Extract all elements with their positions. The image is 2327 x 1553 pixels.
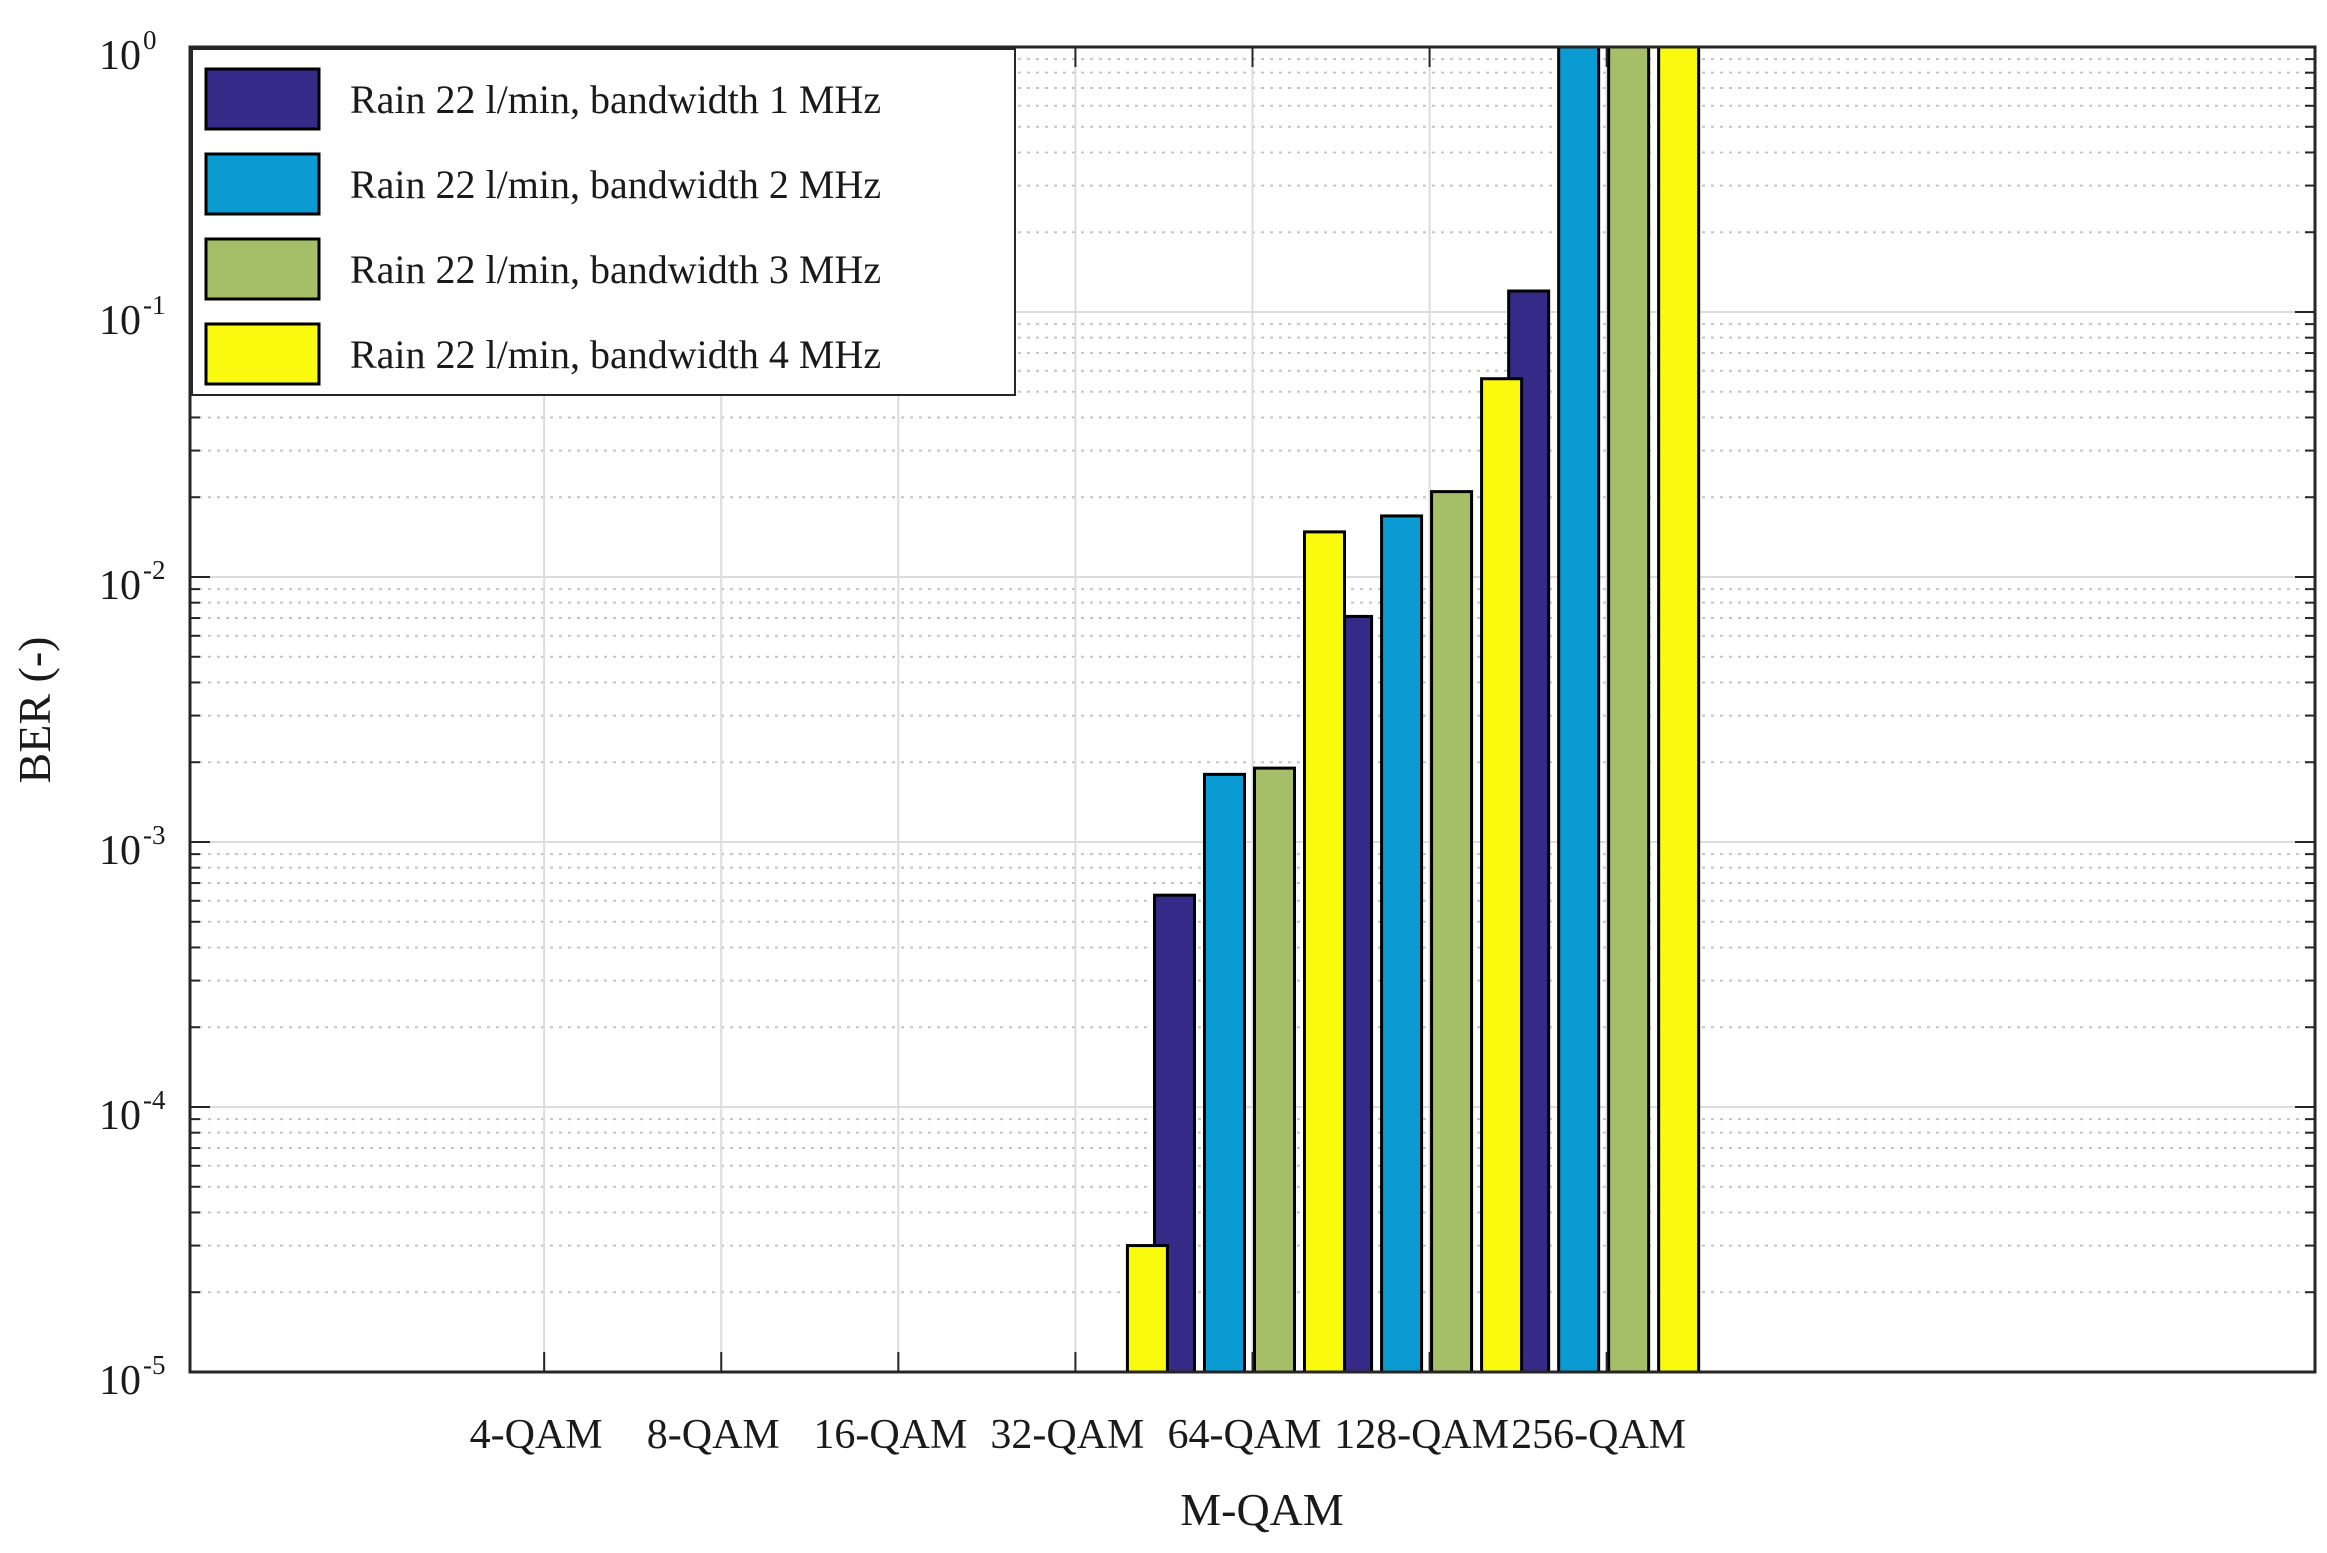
bar-3-64-QAM <box>1253 766 1296 1374</box>
y-tick-exponent: 0 <box>143 25 157 55</box>
x-tick-label: 64-QAM <box>1168 1412 1322 1458</box>
y-tick-label: 10 <box>99 33 141 79</box>
legend: Rain 22 l/min, bandwidth 1 MHz Rain 22 l/… <box>191 48 1016 396</box>
bar-4-128-QAM <box>1480 377 1524 1374</box>
legend-box <box>191 48 1016 396</box>
bar-2-64-QAM <box>1203 772 1246 1374</box>
y-axis-title: BER (-) <box>9 637 60 784</box>
axis-ticks <box>190 46 2315 1373</box>
legend-label: Rain 22 l/min, bandwidth 4 MHz <box>350 332 881 377</box>
y-tick-exponent: -4 <box>143 1085 166 1115</box>
y-tick-label: 10 <box>99 298 141 344</box>
y-tick-label: 10 <box>99 828 141 874</box>
bar-2-256-QAM <box>1557 45 1601 1374</box>
x-tick-label: 256-QAM <box>1511 1412 1686 1458</box>
bar-4-256-QAM <box>1657 45 1701 1374</box>
legend-label: Rain 22 l/min, bandwidth 3 MHz <box>350 247 881 292</box>
x-tick-labels: 4-QAM 8-QAM 16-QAM 32-QAM 64-QAM 128-QAM 256-Q… <box>470 1412 1686 1458</box>
x-tick-label: 4-QAM <box>470 1412 603 1458</box>
x-tick-label: 8-QAM <box>647 1412 780 1458</box>
x-tick-label: 16-QAM <box>813 1412 967 1458</box>
legend-label: Rain 22 l/min, bandwidth 2 MHz <box>350 162 881 207</box>
bar-4-64-QAM <box>1303 530 1346 1374</box>
y-tick-label: 10 <box>99 1093 141 1139</box>
bar-4-32-QAM <box>1125 1244 1169 1374</box>
legend-label: Rain 22 l/min, bandwidth 1 MHz <box>350 77 881 122</box>
legend-swatch <box>204 152 321 216</box>
bar-2-128-QAM <box>1380 514 1424 1374</box>
legend-swatch <box>204 237 321 301</box>
bar-3-128-QAM <box>1430 490 1474 1374</box>
bar-3-256-QAM <box>1607 45 1651 1374</box>
x-tick-label: 128-QAM <box>1334 1412 1509 1458</box>
y-tick-exponent: -5 <box>143 1350 166 1380</box>
legend-swatch <box>204 322 321 386</box>
y-tick-exponent: -2 <box>143 555 166 585</box>
x-axis-title: M-QAM <box>1180 1484 1344 1535</box>
y-tick-label: 10 <box>99 563 141 609</box>
y-tick-exponent: -1 <box>143 290 166 320</box>
legend-swatch <box>204 67 321 131</box>
y-tick-label: 10 <box>99 1358 141 1404</box>
x-tick-label: 32-QAM <box>990 1412 1144 1458</box>
y-tick-exponent: -3 <box>143 820 166 850</box>
